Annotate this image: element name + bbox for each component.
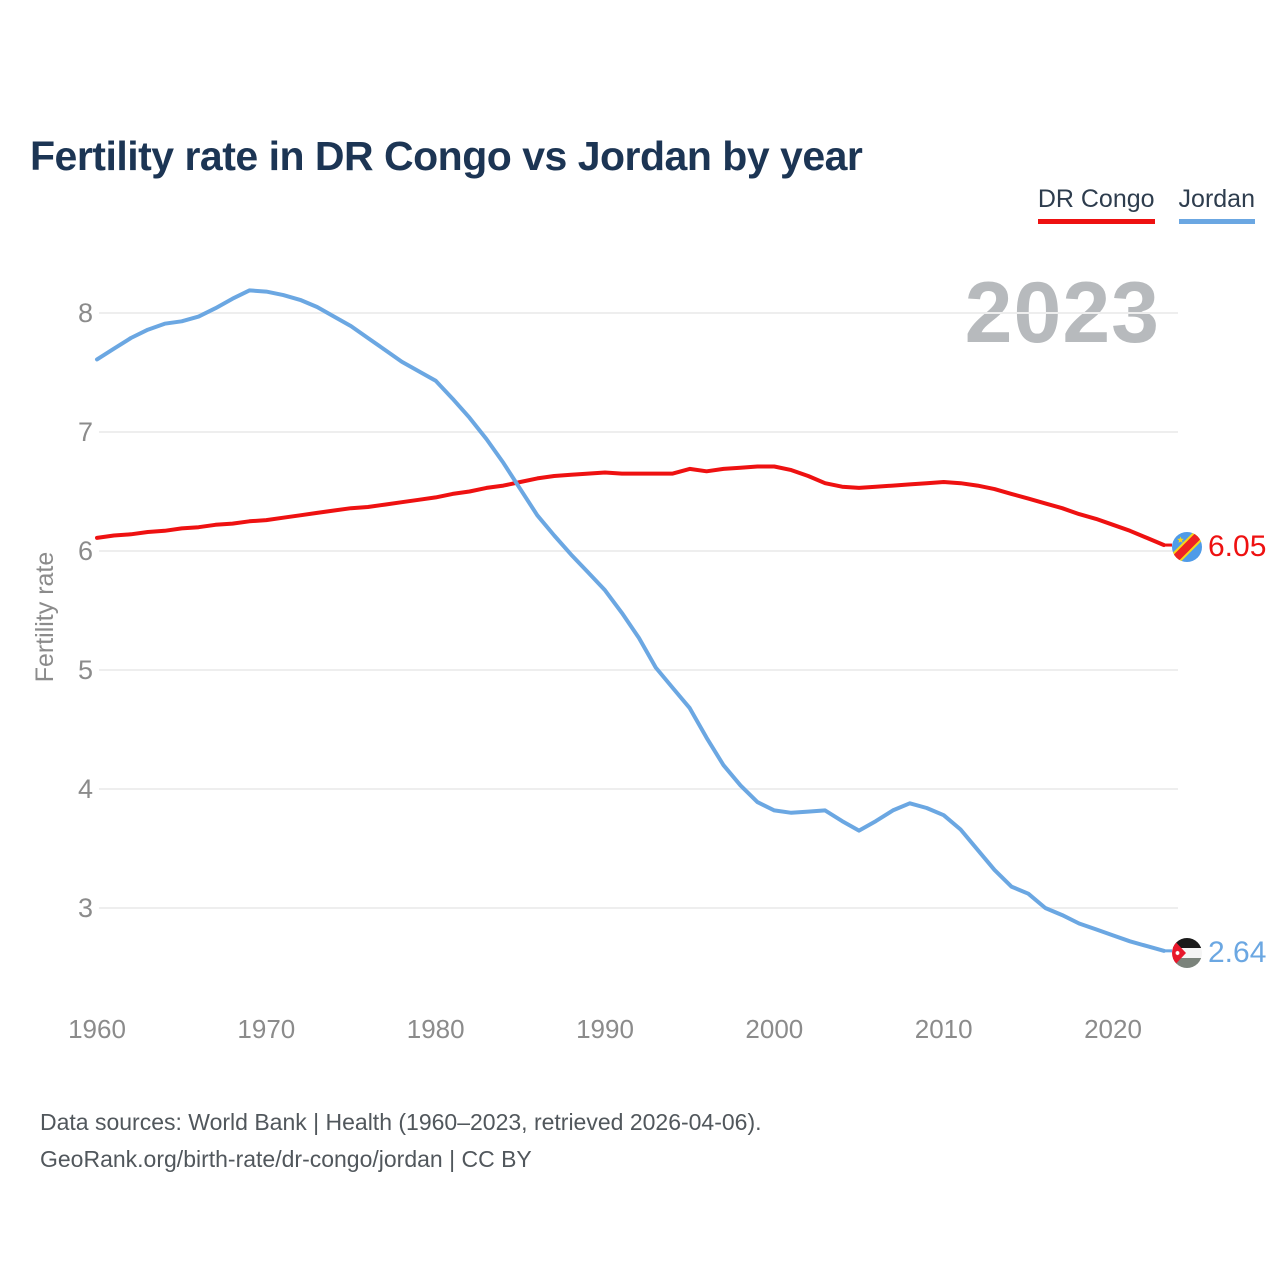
- x-tick-label: 1980: [407, 1014, 465, 1044]
- end-marker-dr-congo: 6.05: [1172, 530, 1266, 564]
- y-tick-label: 6: [78, 536, 93, 566]
- jordan-flag-icon: [1172, 938, 1202, 968]
- y-tick-label: 7: [78, 417, 93, 447]
- dr-congo-flag-icon: [1172, 532, 1202, 562]
- end-marker-jordan: 2.64: [1172, 936, 1266, 970]
- x-tick-label: 2020: [1084, 1014, 1142, 1044]
- x-tick-label: 2000: [745, 1014, 803, 1044]
- x-tick-label: 1970: [237, 1014, 295, 1044]
- y-axis-title: Fertility rate: [31, 551, 59, 683]
- x-tick-label: 1960: [68, 1014, 126, 1044]
- y-tick-label: 5: [78, 655, 93, 685]
- legend-item-dr-congo[interactable]: DR Congo: [1037, 185, 1155, 224]
- footer-source-line: Data sources: World Bank | Health (1960–…: [40, 1109, 762, 1135]
- y-tick-label: 8: [78, 298, 93, 328]
- x-tick-label: 1990: [576, 1014, 634, 1044]
- end-value-label-dr-congo: 6.05: [1208, 530, 1267, 563]
- legend: DR Congo Jordan: [1037, 185, 1255, 224]
- page-title: Fertility rate in DR Congo vs Jordan by …: [30, 133, 863, 180]
- footer-attribution-line: GeoRank.org/birth-rate/dr-congo/jordan |…: [40, 1146, 532, 1172]
- y-tick-label: 4: [78, 774, 93, 804]
- y-tick-label: 3: [78, 893, 93, 923]
- series-line-jordan[interactable]: [95, 288, 1166, 953]
- legend-item-jordan[interactable]: Jordan: [1178, 185, 1255, 224]
- series-line-dr-congo[interactable]: [95, 464, 1166, 547]
- end-value-label-jordan: 2.64: [1208, 936, 1267, 969]
- x-tick-label: 2010: [915, 1014, 973, 1044]
